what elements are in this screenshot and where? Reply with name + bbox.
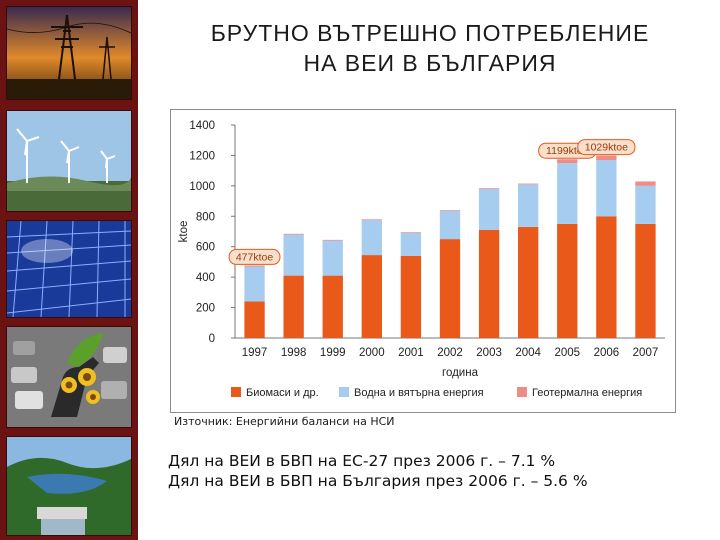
bar-segment-biomass: [244, 301, 265, 338]
hydro-dam-photo: [6, 436, 132, 536]
bar-segment-hydro-wind: [635, 185, 656, 224]
x-tick-label: 2006: [594, 347, 620, 359]
wind-turbines-photo: [6, 110, 132, 212]
x-axis-label: година: [442, 367, 479, 379]
x-tick-label: 2000: [359, 347, 385, 359]
annotation-label: 477ktoe: [236, 251, 274, 263]
annotation-box: [228, 248, 281, 265]
solar-panels-photo: [6, 220, 132, 318]
bar-segment-geothermal: [361, 219, 382, 221]
bar-segment-hydro-wind: [361, 220, 382, 256]
photo-strip: [0, 0, 138, 540]
bar-segment-biomass: [478, 229, 500, 338]
legend-label: Геотермална енергия: [532, 387, 642, 399]
source-note: Източник: Енергийни баланси на НСИ: [174, 415, 395, 428]
bar-segment-geothermal: [635, 181, 656, 186]
y-tick-label: 600: [196, 242, 215, 254]
y-tick-label: 0: [209, 333, 215, 345]
legend-label: Водна и вятърна енергия: [354, 387, 484, 399]
bar-segment-biomass: [439, 239, 461, 338]
bar-segment-geothermal: [596, 155, 617, 160]
x-tick-label: 2005: [554, 347, 580, 359]
biofuel-traffic-photo: [6, 326, 132, 428]
legend-swatch: [339, 387, 349, 397]
y-tick-label: 1200: [189, 150, 215, 162]
x-tick-label: 2004: [515, 347, 541, 359]
bar-segment-biomass: [518, 226, 539, 338]
x-tick-label: 2007: [633, 347, 659, 359]
bar-segment-geothermal: [400, 232, 422, 234]
stacked-bar-chart: 0 200 400 600 800 1000 1200 1400 ktoe 1997 1998 199…: [178, 120, 665, 399]
legend-swatch: [517, 387, 527, 397]
bar-segment-geothermal: [439, 210, 461, 211]
page-title: БРУТНО ВЪТРЕШНО ПОТРЕБЛЕНИЕ НА ВЕИ В БЪЛ…: [150, 18, 710, 78]
x-tick-label: 2002: [437, 347, 463, 359]
bar-segment-geothermal: [244, 265, 265, 267]
bar-segment-hydro-wind: [283, 234, 304, 276]
bar-segment-hydro-wind: [439, 210, 461, 240]
annotation-label: 1029ktoe: [585, 142, 628, 154]
x-tick-label: 1999: [320, 347, 346, 359]
y-tick-label: 1400: [189, 120, 215, 132]
bar-segment-hydro-wind: [596, 159, 617, 217]
bar-segment-geothermal: [283, 233, 304, 235]
bar-segment-hydro-wind: [478, 188, 500, 230]
bar-segment-geothermal: [518, 183, 539, 185]
eu-share-stat: Дял на ВЕИ в БВП на ЕС-27 през 2006 г. –…: [168, 452, 556, 470]
x-tick-label: 1997: [242, 347, 268, 359]
bar-segment-biomass: [596, 216, 617, 338]
bar-segment-geothermal: [478, 188, 500, 189]
bar-segment-biomass: [361, 255, 382, 338]
bar-segment-biomass: [635, 223, 656, 338]
title-line-2: НА ВЕИ В БЪЛГАРИЯ: [303, 50, 557, 76]
chart-frame: 0 200 400 600 800 1000 1200 1400 ktoe 1997 1998 199…: [170, 109, 676, 413]
legend-swatch: [231, 387, 241, 397]
x-tick-label: 2001: [398, 347, 424, 359]
bar-segment-hydro-wind: [557, 163, 578, 224]
bar-segment-biomass: [322, 275, 343, 338]
bg-share-stat: Дял на ВЕИ в БВП на България през 2006 г…: [168, 472, 588, 490]
bar-segment-hydro-wind: [518, 184, 539, 227]
title-line-1: БРУТНО ВЪТРЕШНО ПОТРЕБЛЕНИЕ: [210, 20, 650, 46]
y-tick-label: 800: [196, 211, 215, 223]
bar-segment-biomass: [283, 275, 304, 338]
x-tick-label: 1998: [281, 347, 307, 359]
bar-segment-biomass: [557, 223, 578, 338]
y-tick-label: 1000: [189, 181, 215, 193]
y-tick-label: 200: [196, 303, 215, 315]
y-tick-label: 400: [196, 272, 215, 284]
bar-segment-hydro-wind: [322, 240, 343, 276]
legend-label: Биомаси и др.: [246, 387, 319, 399]
bar-segment-geothermal: [322, 239, 343, 241]
power-lines-sunset-photo: [6, 6, 132, 100]
bar-segment-geothermal: [557, 159, 578, 164]
bar-segment-hydro-wind: [244, 266, 265, 302]
annotation-box: [577, 139, 636, 156]
x-tick-label: 2003: [476, 347, 502, 359]
y-axis-label: ktoe: [178, 221, 190, 243]
bar-segment-biomass: [400, 255, 422, 338]
bar-segment-hydro-wind: [400, 233, 422, 256]
